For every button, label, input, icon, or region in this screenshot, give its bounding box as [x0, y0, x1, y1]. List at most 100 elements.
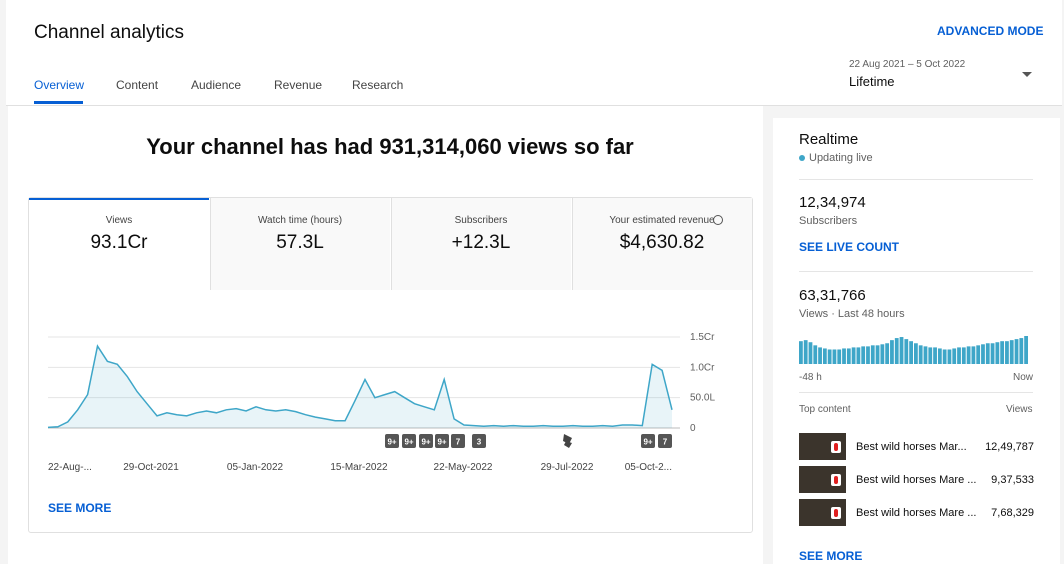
metric-tab[interactable]: [29, 198, 209, 290]
bar: [861, 346, 866, 364]
bar: [952, 348, 957, 364]
marker-label: 7: [663, 438, 668, 447]
item-views: 7,68,329: [991, 507, 1034, 519]
start-label: -48 h: [799, 372, 822, 383]
shorts-badge-icon: [834, 476, 838, 484]
marker: [385, 434, 399, 448]
metric-tab[interactable]: [391, 198, 571, 290]
marker: [641, 434, 655, 448]
bar: [1009, 340, 1014, 364]
x-tick-label: 29-Jul-2022: [541, 462, 594, 473]
bar: [808, 342, 813, 364]
see-more[interactable]: SEE MORE: [48, 501, 112, 515]
period[interactable]: Lifetime: [849, 74, 895, 89]
realtime-bars: [799, 336, 1028, 364]
marker-label: 9+: [387, 438, 396, 447]
bar: [923, 346, 928, 364]
y-tick-label: 1.0Cr: [690, 362, 715, 373]
bar: [933, 347, 937, 364]
bar: [961, 347, 966, 364]
views-header: Views: [1006, 404, 1033, 415]
dropdown-arrow[interactable]: [1022, 72, 1032, 77]
y-tick-label: 50.0L: [690, 393, 715, 404]
top-content: Top content: [799, 404, 851, 415]
tab[interactable]: Research: [352, 78, 404, 92]
item-title[interactable]: Best wild horses Mar...: [856, 441, 967, 453]
advanced-mode[interactable]: ADVANCED MODE: [937, 24, 1044, 38]
bar: [885, 343, 890, 364]
bar: [1014, 339, 1019, 364]
bar: [899, 337, 904, 364]
metric-label: Your estimated revenue: [609, 215, 715, 226]
bar: [837, 349, 842, 364]
end-label: Now: [1013, 372, 1034, 383]
bar: [947, 349, 952, 364]
shorts-badge-icon: [834, 443, 838, 451]
metric-tab[interactable]: [572, 198, 752, 290]
top-bar: [6, 0, 1062, 106]
bar: [1024, 336, 1028, 364]
marker-label: 9+: [437, 438, 446, 447]
shorts-badge-icon: [834, 509, 838, 517]
divider: [799, 179, 1033, 180]
bar: [851, 347, 856, 364]
bar: [799, 341, 803, 364]
tab[interactable]: Overview: [34, 78, 85, 92]
tab[interactable]: Audience: [191, 78, 242, 92]
marker-label: 9+: [404, 438, 413, 447]
bar: [822, 348, 827, 364]
metric-label: Watch time (hours): [257, 215, 343, 226]
bar: [846, 348, 851, 364]
area: [48, 346, 672, 428]
bar: [981, 344, 985, 364]
x-tick-label: 29-Oct-2021: [123, 462, 179, 473]
status: Updating live: [809, 152, 873, 164]
metric-label: Views: [105, 215, 133, 226]
live-dot: [799, 155, 805, 161]
bar: [1000, 341, 1005, 364]
bar: [803, 340, 808, 364]
headline: Your channel has had 931,314,060 views s…: [146, 134, 634, 159]
see-live-count[interactable]: SEE LIVE COUNT: [799, 240, 900, 254]
marker: [472, 434, 486, 448]
bar: [842, 348, 846, 364]
divider: [799, 392, 1033, 393]
marker: [402, 434, 416, 448]
realtime-title: Realtime: [799, 131, 859, 148]
tab[interactable]: Revenue: [274, 78, 323, 92]
metric-value: 57.3L: [276, 232, 324, 253]
bar: [909, 341, 913, 364]
marker: [435, 434, 449, 448]
line: [47, 344, 673, 429]
item-title[interactable]: Best wild horses Mare ...: [856, 474, 977, 486]
metric-value: $4,630.82: [619, 232, 705, 253]
bar: [942, 349, 947, 364]
bar: [875, 345, 880, 364]
metric-value: 93.1Cr: [90, 232, 148, 253]
marker-label: 7: [456, 438, 461, 447]
see-more[interactable]: SEE MORE: [799, 549, 863, 563]
x-tick-label: 05-Jan-2022: [227, 462, 284, 473]
bar: [1005, 341, 1009, 364]
subscriber-count: 12,34,974: [799, 194, 866, 211]
bar: [827, 349, 832, 364]
tab[interactable]: Content: [116, 78, 159, 92]
info-icon: [713, 215, 723, 225]
bar: [890, 340, 894, 364]
marker-label: 9+: [643, 438, 652, 447]
divider: [799, 271, 1033, 272]
y-tick-label: 0: [690, 423, 696, 434]
bar: [971, 346, 976, 364]
bar: [1019, 338, 1024, 364]
views-label: Views · Last 48 hours: [799, 308, 905, 320]
bar: [918, 345, 923, 364]
item-title[interactable]: Best wild horses Mare ...: [856, 507, 977, 519]
shorts-icon: [563, 434, 572, 448]
item-views: 12,49,787: [985, 441, 1034, 453]
bar: [904, 339, 909, 364]
metric-value: +12.3L: [451, 232, 511, 253]
bar: [957, 347, 961, 364]
metric-tab[interactable]: [210, 198, 390, 290]
tab-underline: [34, 101, 83, 104]
